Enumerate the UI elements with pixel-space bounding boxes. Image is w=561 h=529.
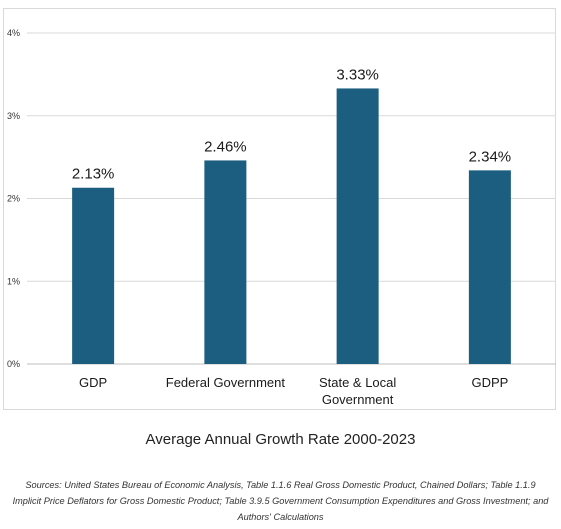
bar xyxy=(468,170,511,364)
y-tick-label: 1% xyxy=(7,276,20,286)
data-label: 2.34% xyxy=(469,148,512,165)
data-label: 2.46% xyxy=(204,138,247,155)
x-tick-label: State & Local xyxy=(319,375,396,390)
x-tick-label: Government xyxy=(322,392,394,407)
data-label: 3.33% xyxy=(336,66,379,83)
chart-title: Average Annual Growth Rate 2000-2023 xyxy=(145,431,416,448)
x-tick-label: GDP xyxy=(79,375,107,390)
sources-note: Sources: United States Bureau of Economi… xyxy=(12,480,549,522)
bar xyxy=(204,160,247,364)
y-tick-label: 0% xyxy=(7,359,20,369)
y-tick-label: 3% xyxy=(7,111,20,121)
x-tick-label: GDPP xyxy=(471,375,508,390)
y-tick-label: 2% xyxy=(7,194,20,204)
bar-chart: 0% 1% 2% 3% 4% 2.13% GDP 2.46% Federal Governmen… xyxy=(7,28,556,407)
bar xyxy=(336,88,379,364)
data-label: 2.13% xyxy=(72,166,115,183)
x-tick-label: Federal Government xyxy=(166,375,286,390)
bar xyxy=(72,187,115,364)
y-tick-label: 4% xyxy=(7,28,20,38)
